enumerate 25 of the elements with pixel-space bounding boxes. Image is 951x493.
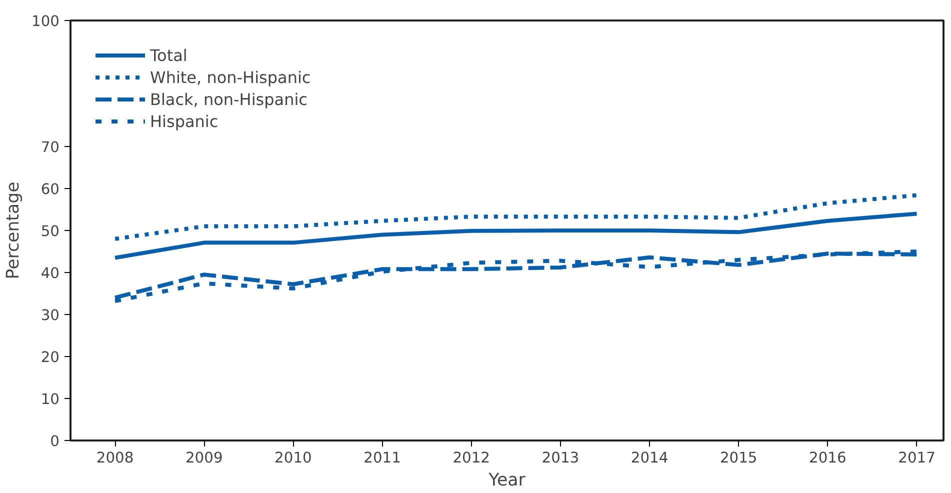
x-tick-label: 2009: [185, 450, 223, 466]
legend-label: Total: [150, 46, 188, 64]
y-tick-label: 20: [40, 349, 60, 366]
x-tick-label: 2014: [630, 450, 668, 466]
y-tick-label: 70: [40, 139, 60, 156]
x-tick-label: 2013: [542, 450, 580, 466]
y-tick-label: 0: [50, 433, 60, 450]
x-tick-label: 2012: [452, 450, 490, 466]
y-axis-title: Percentage: [4, 182, 24, 280]
x-tick-label: 2011: [364, 450, 401, 466]
legend-label: Black, non-Hispanic: [150, 90, 308, 108]
y-tick-label: 50: [40, 223, 60, 240]
legend-label: Hispanic: [150, 112, 218, 130]
x-tick-label: 2015: [720, 450, 758, 466]
y-tick-label: 60: [40, 181, 60, 198]
y-tick-label: 30: [40, 307, 60, 324]
y-tick-label: 100: [32, 13, 60, 30]
x-tick-label: 2010: [274, 450, 312, 466]
y-tick-label: 40: [40, 265, 60, 282]
x-tick-label: 2008: [96, 450, 134, 466]
x-axis-title: Year: [488, 470, 526, 490]
y-tick-label: 10: [40, 391, 60, 408]
legend-label: White, non-Hispanic: [150, 68, 311, 86]
x-tick-label: 2016: [809, 450, 846, 466]
x-tick-label: 2017: [898, 450, 936, 466]
